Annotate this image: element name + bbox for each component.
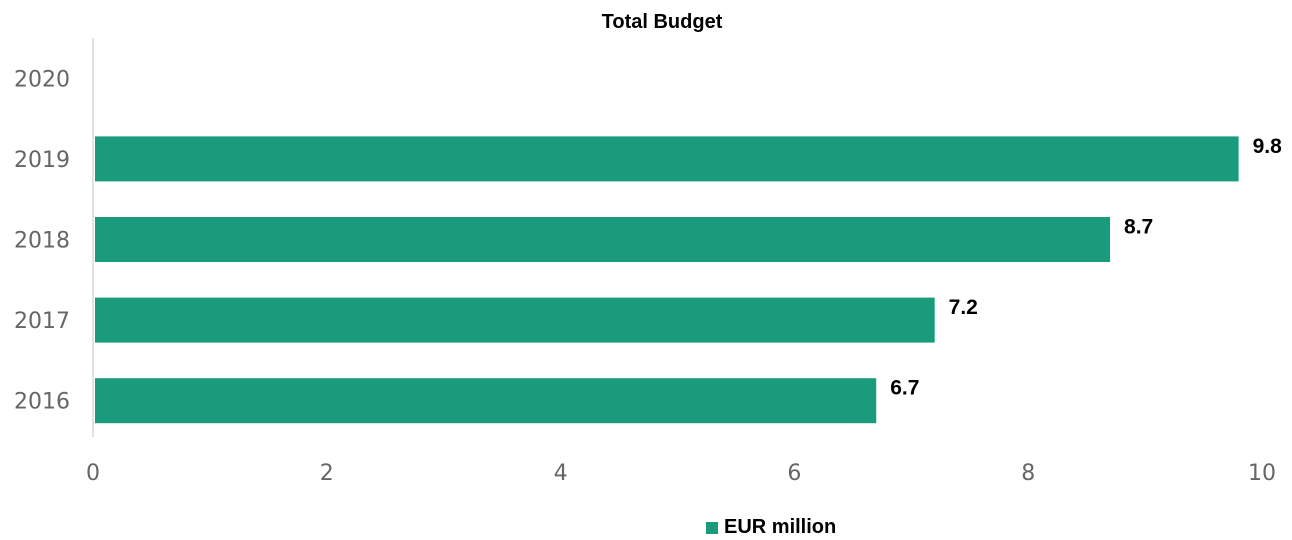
bars-layer: [95, 136, 1239, 424]
category-labels: 2020 2019 2018 2017 2016: [14, 67, 70, 414]
x-tick-label: 6: [787, 461, 801, 486]
x-axis-ticks: 0 2 4 6 8 10: [86, 461, 1276, 486]
legend: EUR million: [706, 516, 836, 538]
category-label: 2019: [14, 148, 70, 173]
category-label: 2018: [14, 229, 70, 254]
data-label: 7.2: [949, 296, 978, 319]
data-labels: 9.8 8.7 7.2 6.7: [890, 135, 1282, 400]
category-label: 2020: [14, 67, 70, 92]
bar: [95, 136, 1239, 182]
x-tick-label: 2: [320, 461, 334, 486]
x-tick-label: 8: [1021, 461, 1035, 486]
category-label: 2017: [14, 309, 70, 334]
bar: [95, 217, 1111, 262]
x-tick-label: 10: [1248, 461, 1276, 486]
x-tick-label: 4: [554, 461, 568, 486]
legend-swatch: [706, 522, 718, 534]
x-tick-label: 0: [86, 461, 100, 486]
data-label: 9.8: [1253, 135, 1283, 158]
bar: [95, 297, 935, 343]
legend-label: EUR million: [724, 516, 836, 538]
category-label: 2016: [14, 390, 70, 415]
data-label: 6.7: [890, 377, 919, 400]
chart-title: Total Budget: [602, 11, 723, 33]
data-label: 8.7: [1124, 216, 1153, 239]
bar: [95, 378, 877, 424]
